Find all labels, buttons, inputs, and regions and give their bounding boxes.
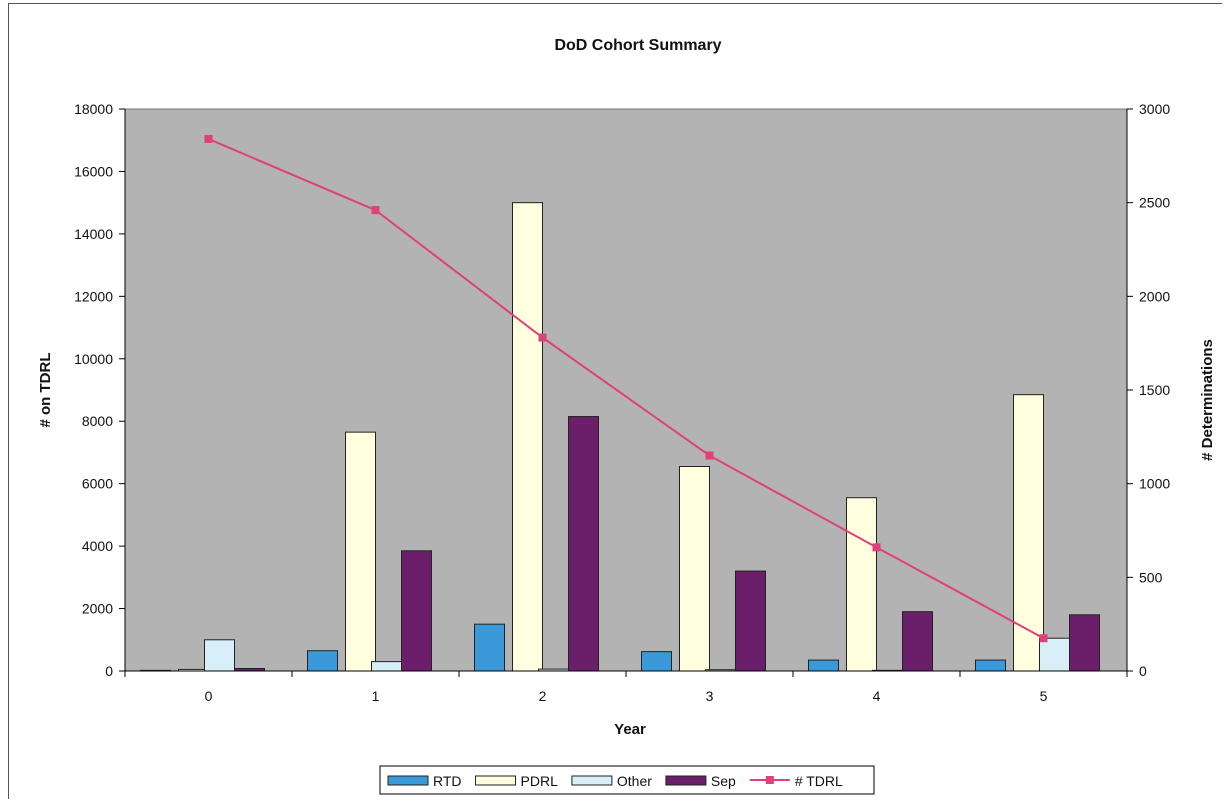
bar-sep bbox=[735, 570, 766, 672]
bar-other bbox=[371, 661, 402, 672]
y-tick-label: 10000 bbox=[74, 351, 113, 367]
x-tick-label: 5 bbox=[1040, 688, 1048, 704]
x-tick-label: 3 bbox=[706, 688, 714, 704]
y-tick-label: 0 bbox=[105, 663, 113, 679]
y2-tick-label: 0 bbox=[1139, 663, 1147, 679]
tdrl-point bbox=[538, 333, 547, 342]
bar-pdrl bbox=[679, 465, 710, 672]
y-tick-label: 18000 bbox=[74, 101, 113, 117]
legend-label--tdrl: # TDRL bbox=[795, 773, 843, 789]
y2-tick-label: 2500 bbox=[1139, 195, 1170, 211]
bar-other bbox=[1039, 637, 1070, 672]
chart-title: DoD Cohort Summary bbox=[554, 37, 721, 54]
tdrl-point bbox=[872, 543, 881, 552]
y-tick-label: 14000 bbox=[74, 226, 113, 242]
x-axis-label: Year bbox=[614, 721, 646, 738]
bar-rtd bbox=[641, 651, 672, 672]
bar-pdrl bbox=[345, 431, 376, 672]
legend-label-rtd: RTD bbox=[433, 773, 462, 789]
legend-swatch-other bbox=[571, 775, 613, 786]
bar-sep bbox=[1069, 614, 1100, 672]
y-tick-label: 12000 bbox=[74, 288, 113, 304]
x-tick-label: 4 bbox=[873, 688, 881, 704]
y-tick-label: 4000 bbox=[82, 538, 113, 554]
bar-sep bbox=[568, 416, 599, 672]
bar-pdrl bbox=[512, 202, 543, 672]
tdrl-point bbox=[204, 134, 213, 143]
y-axis-label: # on TDRL bbox=[37, 353, 54, 428]
legend-swatch-pdrl bbox=[475, 775, 517, 786]
x-tick-label: 1 bbox=[372, 688, 380, 704]
legend-box bbox=[379, 765, 875, 795]
x-tick-label: 2 bbox=[539, 688, 547, 704]
y2-tick-label: 1500 bbox=[1139, 382, 1170, 398]
bar-sep bbox=[902, 611, 933, 672]
tdrl-point bbox=[371, 206, 380, 215]
axes-layer: 0200040006000800010000120001400016000180… bbox=[74, 101, 1170, 704]
plot-area bbox=[124, 108, 1128, 672]
y2-tick-label: 500 bbox=[1139, 569, 1163, 585]
bar-rtd bbox=[975, 659, 1006, 672]
bars-layer bbox=[140, 202, 1100, 672]
bar-other bbox=[204, 639, 235, 672]
tdrl-point bbox=[705, 451, 714, 460]
legend-label-sep: Sep bbox=[711, 773, 736, 789]
x-tick-label: 0 bbox=[205, 688, 213, 704]
y2-axis-label: # Determinations bbox=[1199, 339, 1216, 461]
legend: RTD PDRL Other Sep # TDRL bbox=[379, 765, 875, 795]
y2-tick-label: 2000 bbox=[1139, 288, 1170, 304]
legend-label-other: Other bbox=[617, 773, 652, 789]
tdrl-point bbox=[1039, 634, 1048, 643]
bar-rtd bbox=[307, 650, 338, 672]
legend-label-pdrl: PDRL bbox=[521, 773, 559, 789]
y2-tick-label: 1000 bbox=[1139, 476, 1170, 492]
legend-swatch-rtd bbox=[387, 775, 429, 786]
tdrl-line bbox=[208, 138, 1044, 640]
line-layer bbox=[204, 134, 1048, 643]
y-tick-label: 6000 bbox=[82, 476, 113, 492]
bar-rtd bbox=[474, 623, 505, 672]
y-tick-label: 16000 bbox=[74, 163, 113, 179]
y2-tick-label: 3000 bbox=[1139, 101, 1170, 117]
legend-marker--tdrl bbox=[765, 776, 774, 784]
chart-frame bbox=[8, 3, 1222, 799]
bar-sep bbox=[401, 550, 432, 672]
y-tick-label: 8000 bbox=[82, 413, 113, 429]
bar-rtd bbox=[808, 659, 839, 672]
legend-swatch-sep bbox=[665, 775, 707, 786]
bar-pdrl bbox=[846, 497, 877, 672]
y-tick-label: 2000 bbox=[82, 601, 113, 617]
